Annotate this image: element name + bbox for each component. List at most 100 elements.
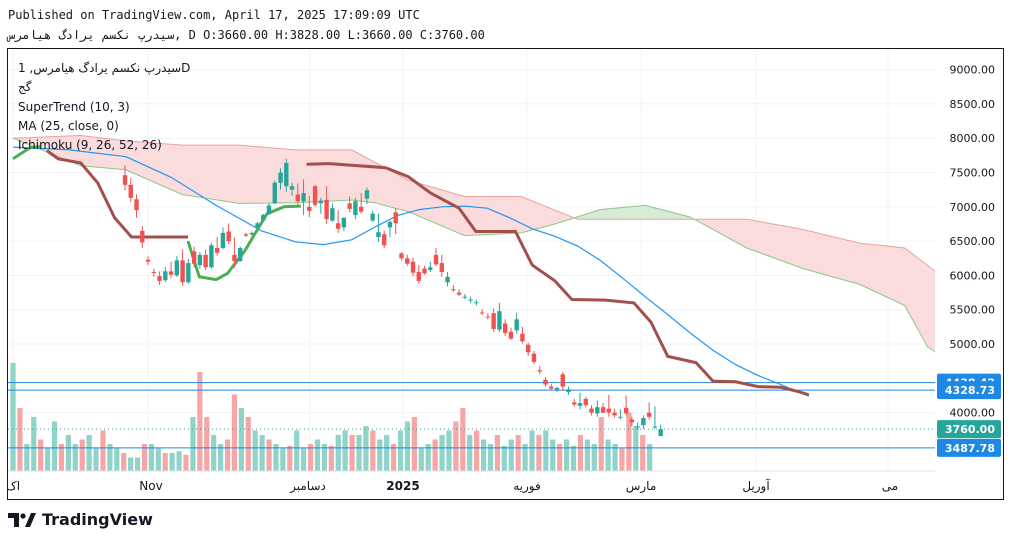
y-tick-label: 5000.00	[950, 338, 996, 351]
candle-body	[531, 353, 537, 362]
x-tick-label: مارس	[626, 479, 657, 494]
price-marker-bg	[937, 420, 1001, 439]
time-axis-bg	[8, 471, 1003, 499]
volume-bar	[384, 435, 390, 471]
x-tick-label: 2025	[386, 479, 419, 493]
price-axis: 9000.00 8500.00 8000.00 7500.00 7000.00 6500.…	[935, 49, 1003, 499]
volume-bar	[79, 439, 85, 471]
volume-bar	[162, 453, 168, 471]
volume-bar	[536, 435, 542, 471]
volume-bar	[474, 430, 480, 471]
candle-body	[537, 370, 542, 372]
volume-bar	[425, 444, 431, 471]
cloud-segment	[729, 218, 736, 243]
legend-ma[interactable]: MA (25, close, 0)	[18, 119, 119, 133]
volume-bar	[259, 435, 265, 471]
candle-body	[214, 247, 220, 253]
cloud-segment	[915, 256, 923, 337]
price-marker-label: 3487.78	[945, 442, 995, 455]
volume-bar	[266, 439, 272, 471]
cloud-segment	[752, 219, 759, 253]
cloud-segment	[475, 196, 482, 236]
ma-line	[12, 146, 810, 397]
volume-bar	[335, 435, 341, 471]
cloud-segment	[876, 244, 883, 296]
cloud-segment	[774, 223, 782, 261]
cloud-segment	[628, 206, 635, 220]
x-tick-label: دسامبر	[289, 479, 326, 494]
volume-bar	[557, 444, 563, 471]
volume-bar	[252, 430, 258, 471]
candle-body	[422, 268, 427, 274]
volume-bar	[155, 448, 161, 471]
candle-body	[514, 319, 519, 331]
cloud-segment	[532, 200, 539, 231]
candle-body	[324, 199, 329, 220]
volume-bar	[598, 417, 604, 471]
x-tick-label: اک	[8, 479, 20, 493]
volume-bar	[211, 435, 217, 471]
cloud-segment	[927, 264, 934, 351]
cloud-segment	[261, 146, 268, 204]
volume-bar	[570, 445, 577, 471]
tradingview-brand: TradingView	[42, 510, 153, 529]
cloud-segment	[882, 245, 889, 299]
volume-bar	[328, 445, 334, 471]
volume-bar	[550, 439, 556, 471]
supertrend-segment	[306, 162, 810, 397]
candle-body	[646, 412, 652, 417]
volume-bar	[17, 408, 23, 471]
candle-body	[261, 215, 266, 221]
cloud-segment	[351, 149, 358, 201]
candle-body	[526, 344, 531, 353]
volume-bar	[619, 448, 625, 471]
candle-body	[393, 212, 398, 224]
volume-bar	[141, 444, 148, 471]
candle-body	[180, 260, 185, 283]
candle-body	[491, 313, 496, 329]
legend-symbol: سیدرپ نکسم یرادگ هیامرس, 1D	[18, 61, 191, 75]
cloud-segment	[831, 235, 838, 279]
horizontal-lines	[8, 382, 935, 449]
candle-body	[335, 223, 341, 229]
candle-body	[416, 272, 421, 281]
chart-frame[interactable]: 9000.00 8500.00 8000.00 7500.00 7000.00 6500.…	[6, 48, 1004, 500]
cloud-segment	[605, 208, 612, 220]
candle-body	[272, 182, 277, 204]
volume-bar	[370, 430, 376, 471]
volume-bar	[494, 435, 500, 471]
cloud-segment	[842, 238, 849, 282]
volume-bar	[38, 439, 44, 471]
volume-bar	[58, 444, 65, 471]
volume-bar	[197, 372, 203, 471]
candle-body	[595, 407, 600, 414]
cloud-segment	[515, 196, 522, 234]
candle-body	[387, 221, 393, 228]
candle-body	[520, 333, 525, 342]
cloud-segment	[345, 149, 353, 201]
candle-body	[606, 408, 612, 413]
candle-body	[243, 234, 249, 236]
cloud-segment	[639, 205, 646, 220]
candle-body	[140, 230, 145, 243]
candle-body	[652, 426, 658, 428]
volume-bars	[10, 363, 653, 471]
supertrend-segment	[186, 204, 301, 282]
legend-ichimoku[interactable]: Ichimoku (9, 26, 52, 26)	[18, 138, 162, 152]
volume-bar	[633, 426, 639, 471]
cloud-segment	[865, 243, 872, 291]
tradingview-logo[interactable]: TradingView	[8, 510, 153, 529]
candle-body	[572, 402, 577, 405]
cloud-segment	[853, 241, 861, 285]
volume-bar	[626, 412, 632, 471]
cloud-segment	[898, 247, 906, 307]
candle-body	[295, 194, 300, 202]
price-chart[interactable]: 9000.00 8500.00 8000.00 7500.00 7000.00 6500.…	[6, 49, 1003, 499]
y-tick-label: 9000.00	[950, 64, 996, 77]
supertrend-line	[12, 144, 810, 397]
volume-bar	[605, 439, 611, 471]
cloud-segment	[887, 245, 894, 301]
cloud-segment	[396, 173, 403, 211]
candle-body	[122, 175, 128, 185]
legend-supertrend[interactable]: SuperTrend (10, 3)	[18, 100, 130, 114]
